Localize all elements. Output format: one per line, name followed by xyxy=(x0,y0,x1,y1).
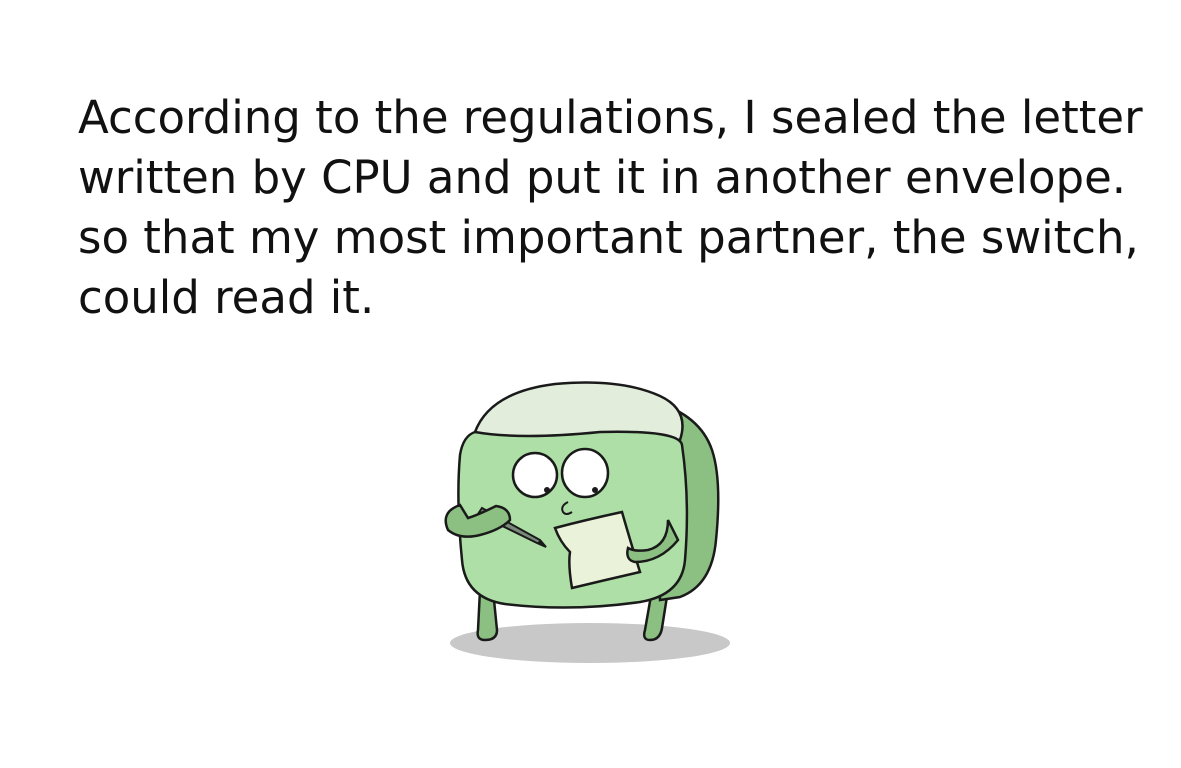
letter-paper-icon xyxy=(553,510,642,590)
right-eye xyxy=(560,447,610,499)
caption-line-2: written by CPU and put it in another env… xyxy=(78,151,1127,204)
mouth xyxy=(561,501,573,515)
left-pupil xyxy=(544,487,550,493)
left-arm xyxy=(444,503,512,538)
right-arm xyxy=(626,519,680,564)
caption-text: According to the regulations, I sealed t… xyxy=(78,88,1158,328)
right-leg xyxy=(642,588,670,642)
caption-line-4: could read it. xyxy=(78,271,375,324)
caption-line-1: According to the regulations, I sealed t… xyxy=(78,91,1143,144)
green-cube-character-illustration xyxy=(444,381,730,663)
right-pupil xyxy=(592,487,598,493)
left-leg xyxy=(476,588,499,642)
left-eye xyxy=(511,451,559,499)
cube-top-face xyxy=(473,381,684,442)
caption-line-3: so that my most important partner, the s… xyxy=(78,211,1139,264)
